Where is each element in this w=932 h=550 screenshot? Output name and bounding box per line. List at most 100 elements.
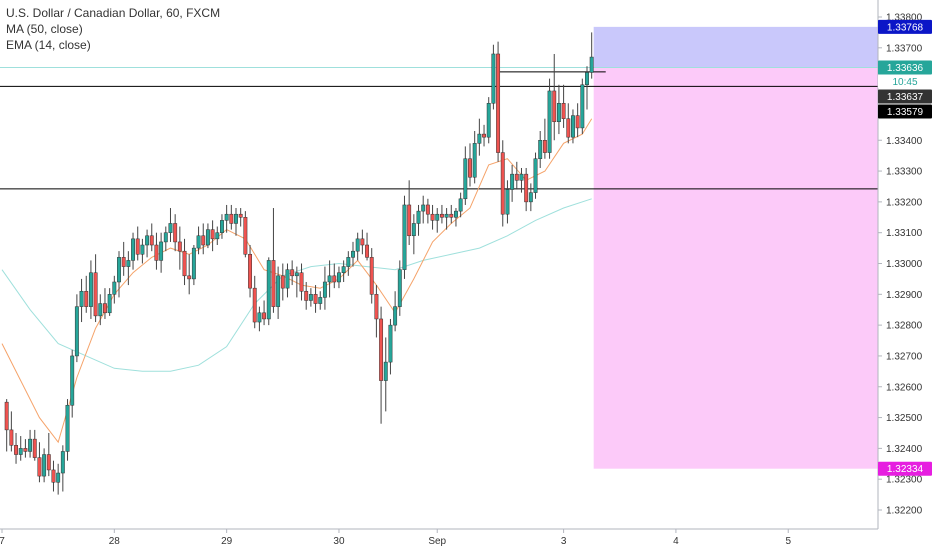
candle[interactable] bbox=[107, 288, 112, 316]
candle[interactable] bbox=[9, 411, 14, 452]
candle[interactable] bbox=[79, 278, 84, 323]
candle[interactable] bbox=[556, 84, 561, 135]
candle[interactable] bbox=[88, 260, 93, 319]
candle[interactable] bbox=[168, 208, 173, 242]
candle[interactable] bbox=[112, 275, 117, 304]
candle[interactable] bbox=[519, 167, 524, 193]
candle[interactable] bbox=[276, 266, 281, 319]
candle[interactable] bbox=[575, 103, 580, 138]
candle[interactable] bbox=[589, 32, 594, 79]
candle[interactable] bbox=[248, 245, 252, 298]
candle[interactable] bbox=[93, 254, 98, 323]
candle[interactable] bbox=[140, 238, 145, 264]
candle[interactable] bbox=[580, 78, 585, 135]
candle[interactable] bbox=[416, 204, 421, 236]
candle[interactable] bbox=[388, 318, 393, 375]
candle[interactable] bbox=[42, 448, 47, 483]
candle[interactable] bbox=[98, 294, 103, 326]
candle[interactable] bbox=[397, 260, 402, 316]
candle[interactable] bbox=[126, 251, 131, 286]
candle[interactable] bbox=[411, 214, 416, 255]
candle[interactable] bbox=[32, 429, 37, 461]
candle[interactable] bbox=[430, 204, 435, 230]
candle[interactable] bbox=[510, 164, 515, 202]
candle[interactable] bbox=[571, 109, 575, 144]
candle[interactable] bbox=[159, 232, 164, 273]
candle[interactable] bbox=[215, 226, 220, 246]
candle[interactable] bbox=[196, 226, 201, 255]
candle[interactable] bbox=[191, 245, 196, 286]
candle[interactable] bbox=[341, 260, 346, 282]
candle[interactable] bbox=[468, 143, 472, 187]
candle[interactable] bbox=[383, 337, 388, 412]
candle[interactable] bbox=[290, 260, 295, 286]
candle[interactable] bbox=[121, 241, 126, 276]
candle[interactable] bbox=[177, 226, 182, 270]
candle[interactable] bbox=[285, 263, 290, 298]
candle[interactable] bbox=[327, 260, 332, 298]
candle[interactable] bbox=[304, 281, 309, 310]
candle[interactable] bbox=[472, 131, 477, 184]
candle[interactable] bbox=[542, 118, 547, 159]
candle[interactable] bbox=[486, 97, 491, 144]
candle[interactable] bbox=[262, 300, 267, 326]
candle[interactable] bbox=[454, 208, 458, 227]
candle[interactable] bbox=[318, 291, 323, 310]
candle[interactable] bbox=[229, 204, 234, 230]
candle[interactable] bbox=[187, 254, 192, 295]
candle[interactable] bbox=[28, 429, 33, 458]
candle[interactable] bbox=[337, 266, 341, 289]
candle[interactable] bbox=[552, 53, 557, 141]
candle[interactable] bbox=[463, 146, 468, 205]
candle[interactable] bbox=[308, 288, 313, 307]
drawn-step-line[interactable] bbox=[497, 71, 606, 152]
candle[interactable] bbox=[365, 232, 369, 261]
candle[interactable] bbox=[257, 306, 262, 332]
candle[interactable] bbox=[355, 232, 360, 261]
candle[interactable] bbox=[163, 226, 168, 252]
candle[interactable] bbox=[482, 124, 486, 147]
candle[interactable] bbox=[322, 266, 327, 310]
candle[interactable] bbox=[84, 275, 89, 313]
candle[interactable] bbox=[4, 399, 9, 452]
candle[interactable] bbox=[566, 103, 571, 144]
candle[interactable] bbox=[458, 192, 463, 218]
candle[interactable] bbox=[449, 204, 454, 224]
candle[interactable] bbox=[524, 167, 529, 212]
candle[interactable] bbox=[234, 208, 238, 236]
candle[interactable] bbox=[496, 41, 501, 162]
candle[interactable] bbox=[205, 223, 210, 249]
candle[interactable] bbox=[444, 208, 449, 230]
candle[interactable] bbox=[23, 439, 28, 458]
candle[interactable] bbox=[369, 248, 374, 304]
candle[interactable] bbox=[421, 195, 426, 224]
candle[interactable] bbox=[201, 223, 206, 255]
candle[interactable] bbox=[103, 288, 107, 319]
candle[interactable] bbox=[60, 445, 65, 492]
candle[interactable] bbox=[402, 195, 407, 279]
candle[interactable] bbox=[346, 251, 351, 276]
candle[interactable] bbox=[313, 285, 318, 313]
candle[interactable] bbox=[266, 257, 271, 326]
candle[interactable] bbox=[173, 214, 178, 252]
profit-zone[interactable] bbox=[593, 26, 878, 68]
candle[interactable] bbox=[491, 44, 496, 110]
candle[interactable] bbox=[145, 229, 150, 258]
candle[interactable] bbox=[561, 84, 566, 128]
candle[interactable] bbox=[243, 211, 248, 258]
candle[interactable] bbox=[154, 232, 159, 270]
candle[interactable] bbox=[538, 131, 543, 168]
candle[interactable] bbox=[238, 208, 243, 227]
candle[interactable] bbox=[65, 399, 70, 461]
candle[interactable] bbox=[477, 118, 482, 156]
candle[interactable] bbox=[135, 226, 140, 261]
candle[interactable] bbox=[500, 140, 505, 227]
candle[interactable] bbox=[514, 161, 519, 190]
candle[interactable] bbox=[56, 463, 61, 495]
candle[interactable] bbox=[360, 229, 365, 255]
candle[interactable] bbox=[280, 263, 285, 301]
candle[interactable] bbox=[407, 180, 412, 246]
candle[interactable] bbox=[547, 78, 552, 159]
candle[interactable] bbox=[252, 275, 257, 329]
